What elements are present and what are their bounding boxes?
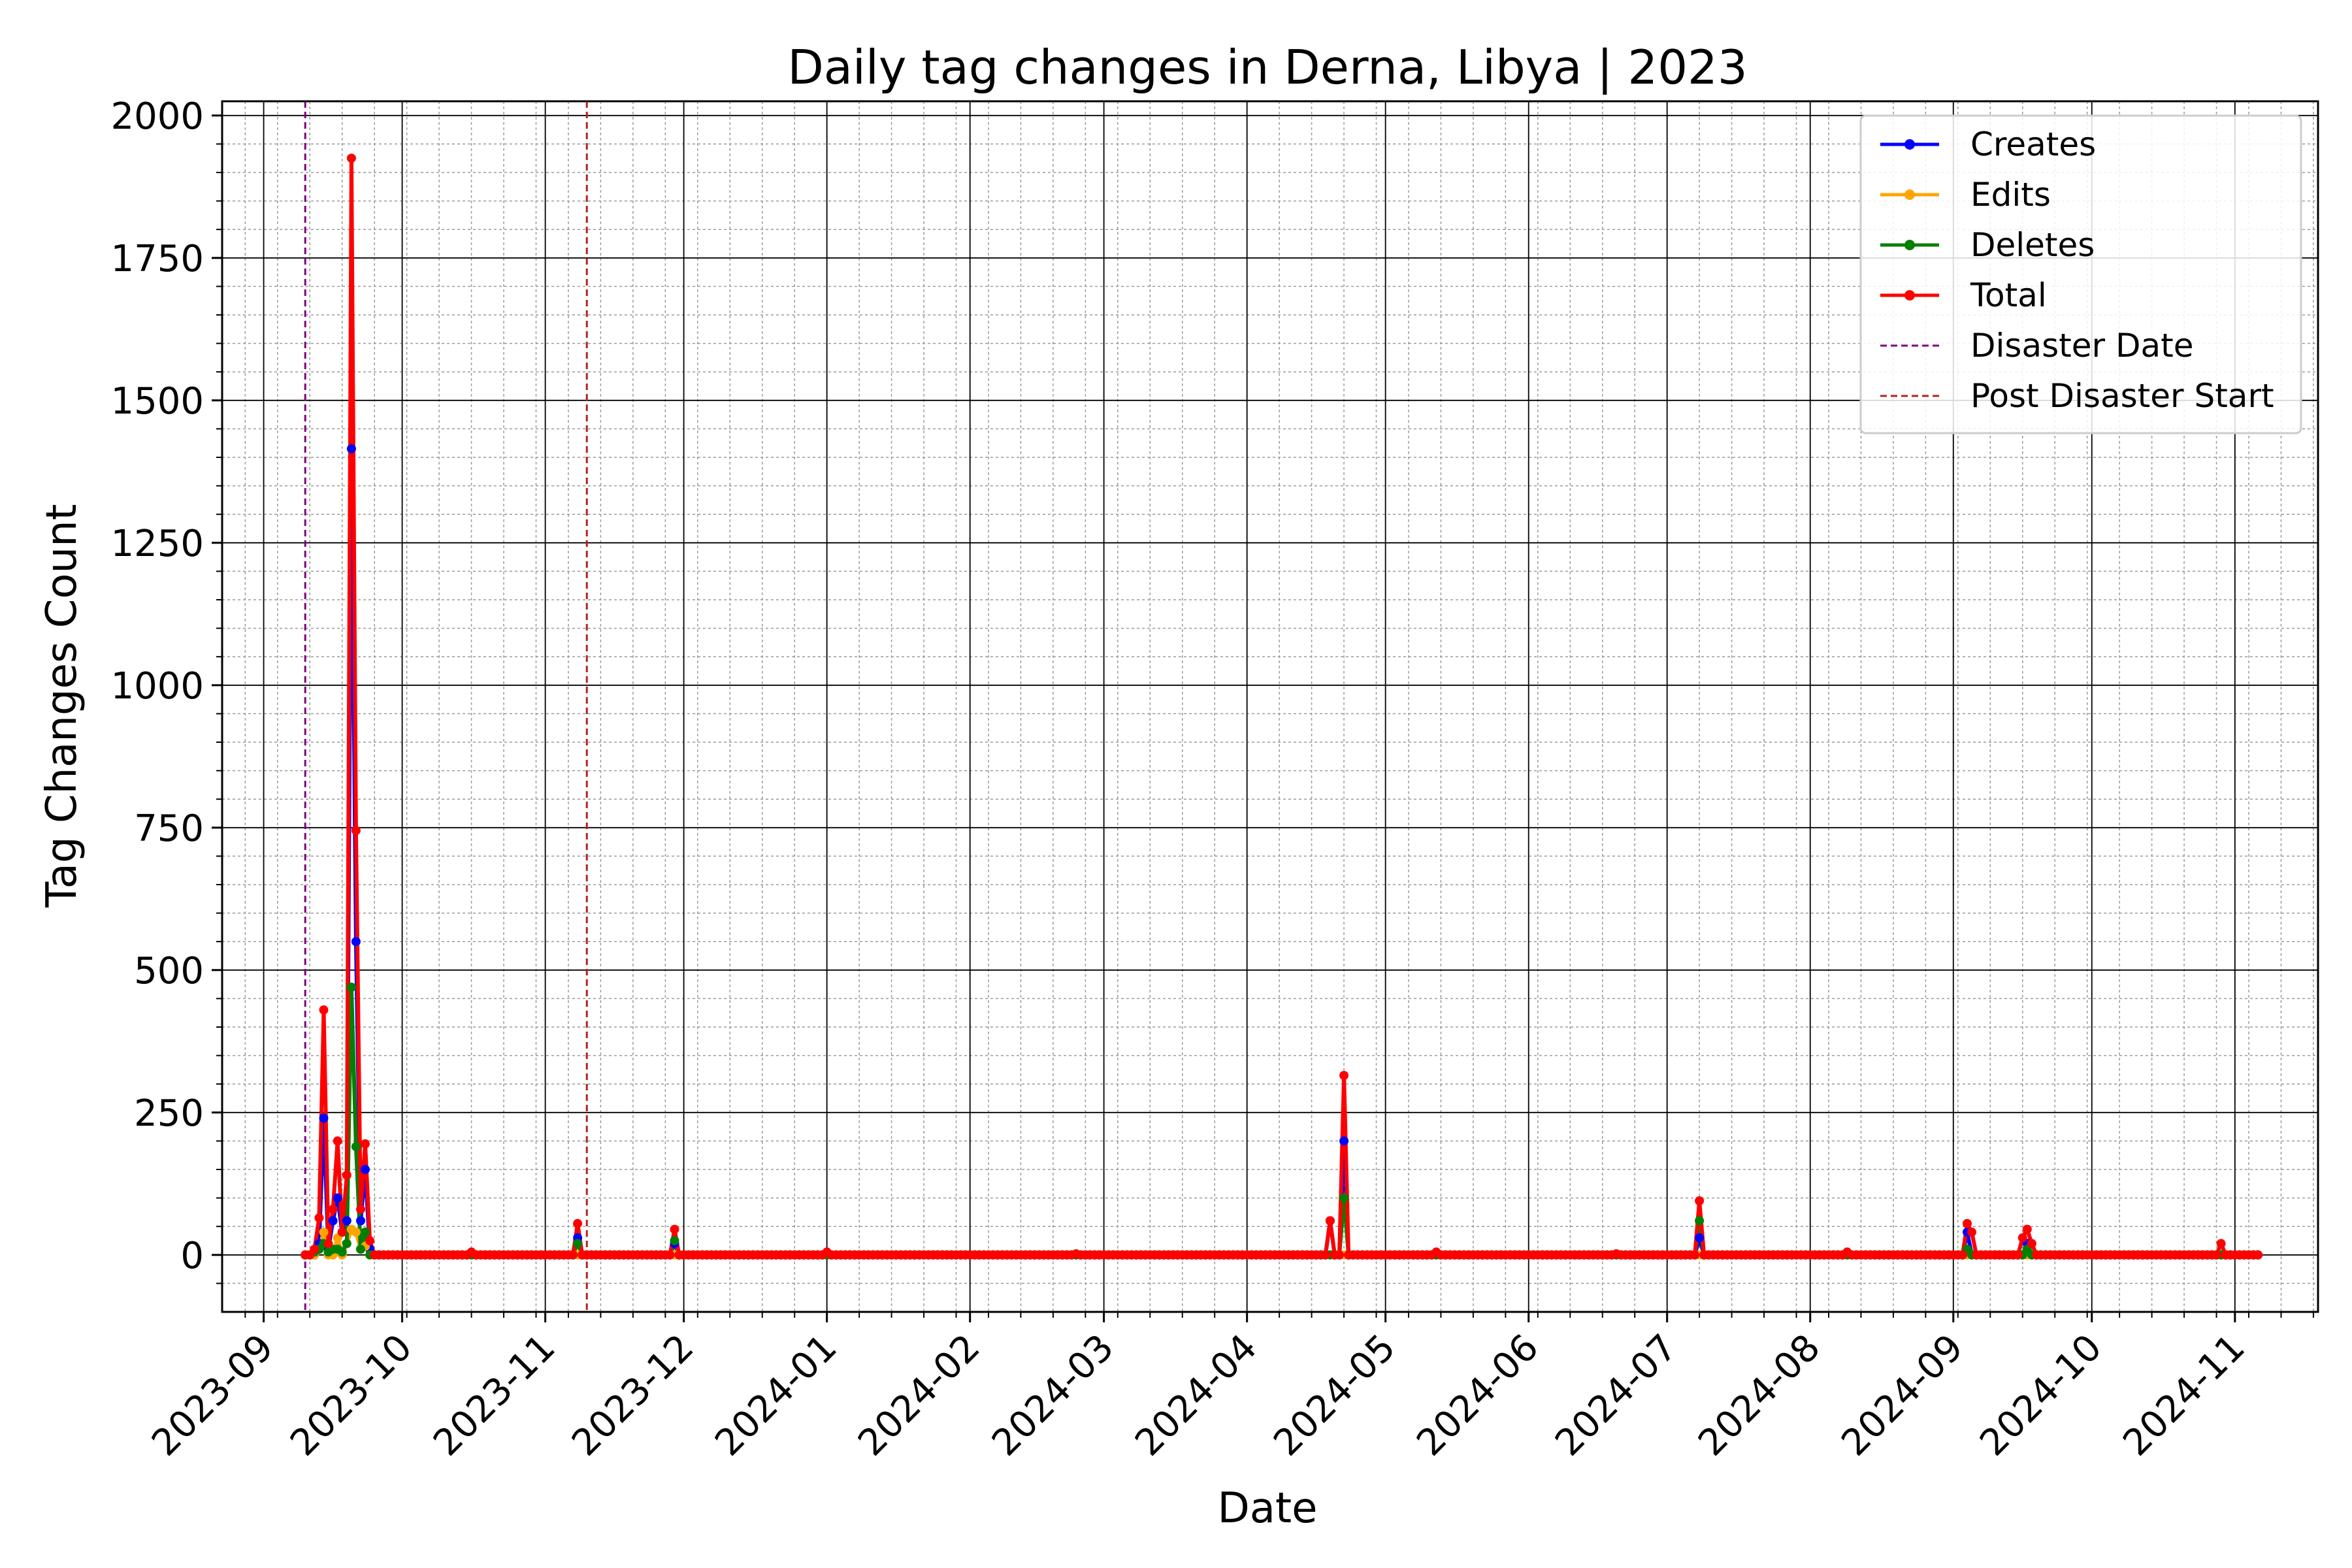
data-point	[2253, 1250, 2263, 1260]
data-point	[342, 1216, 351, 1226]
data-point	[365, 1236, 375, 1245]
plot-frame	[221, 100, 2319, 1313]
data-point	[361, 1227, 370, 1237]
chart-title: Daily tag changes in Derna, Libya | 2023	[787, 40, 1747, 95]
legend-marker	[1904, 139, 1915, 150]
data-point	[1335, 1250, 1344, 1260]
data-point	[346, 154, 356, 163]
legend-item-disaster-date: Disaster Date	[1880, 327, 2193, 365]
data-point	[1339, 1193, 1349, 1203]
data-point	[346, 983, 356, 992]
data-point	[356, 1216, 365, 1226]
y-axis-ticks: 0 250 500 750 1000 1250 1500 1750 2000	[110, 95, 222, 1284]
y-tick-label: 1750	[110, 238, 204, 280]
legend-label: Post Disaster Start	[1970, 377, 2274, 415]
data-point	[1325, 1216, 1335, 1226]
data-point	[351, 937, 361, 947]
data-point	[2216, 1239, 2226, 1249]
legend-marker	[1904, 290, 1915, 301]
data-point	[1967, 1227, 1976, 1237]
legend-item-total: Total	[1880, 276, 2047, 314]
legend-item-creates: Creates	[1880, 125, 2096, 163]
legend: Creates Edits Deletes Total Disaster Date Pos…	[1859, 114, 2302, 434]
data-point	[1339, 1071, 1349, 1081]
data-point	[342, 1239, 351, 1249]
data-point	[361, 1139, 370, 1149]
data-point	[346, 444, 356, 453]
y-tick-label: 1250	[110, 523, 204, 565]
data-point	[1695, 1233, 1705, 1243]
data-point	[319, 1005, 329, 1015]
data-point	[1695, 1196, 1705, 1205]
data-point	[356, 1245, 365, 1254]
data-point	[342, 1170, 351, 1180]
data-point	[323, 1239, 333, 1249]
y-tick-label: 2000	[110, 95, 204, 138]
legend-item-deletes: Deletes	[1880, 226, 2095, 264]
y-axis-label: Tag Changes Count	[38, 504, 86, 907]
data-point	[1695, 1216, 1705, 1226]
data-point	[670, 1236, 679, 1245]
legend-label: Edits	[1970, 176, 2051, 214]
data-point	[1320, 1250, 1330, 1260]
y-tick-label: 1500	[110, 380, 204, 423]
data-point	[1957, 1250, 1967, 1260]
legend-marker	[1904, 189, 1915, 200]
y-tick-label: 500	[134, 950, 204, 992]
data-point	[328, 1216, 338, 1226]
y-tick-label: 1000	[110, 665, 204, 708]
legend-box	[1859, 114, 2302, 434]
data-point	[333, 1136, 342, 1146]
data-point	[573, 1239, 583, 1249]
data-point	[351, 826, 361, 836]
legend-label: Total	[1970, 276, 2047, 314]
data-point	[2022, 1224, 2032, 1234]
data-point	[1963, 1218, 1972, 1228]
legend-label: Deletes	[1970, 226, 2095, 264]
y-tick-label: 0	[180, 1235, 204, 1277]
data-point	[319, 1227, 329, 1237]
data-point	[2013, 1250, 2023, 1260]
data-point	[2017, 1233, 2027, 1243]
data-point	[361, 1165, 370, 1174]
y-tick-label: 250	[134, 1092, 204, 1135]
legend-label: Disaster Date	[1970, 327, 2193, 365]
data-point	[314, 1213, 324, 1223]
data-point	[1339, 1136, 1349, 1146]
reference-lines	[304, 101, 588, 1312]
data-point	[2027, 1239, 2036, 1249]
legend-item-edits: Edits	[1880, 176, 2051, 214]
legend-label: Creates	[1970, 125, 2096, 163]
data-point	[568, 1250, 578, 1260]
data-point	[337, 1247, 347, 1257]
data-point	[670, 1224, 679, 1234]
data-point	[351, 1142, 361, 1152]
data-point	[319, 1113, 329, 1123]
y-tick-label: 750	[134, 808, 204, 850]
data-point	[310, 1245, 319, 1254]
legend-marker	[1904, 240, 1915, 250]
data-point	[356, 1205, 365, 1214]
data-point	[337, 1227, 347, 1237]
series-total-points	[301, 154, 2263, 1260]
data-point	[573, 1218, 583, 1228]
data-point	[665, 1250, 675, 1260]
data-point	[351, 1227, 361, 1237]
data-point	[328, 1205, 338, 1214]
data-point	[333, 1193, 342, 1203]
data-point	[1690, 1250, 1700, 1260]
series-points	[301, 154, 2263, 1260]
legend-item-post-disaster-start: Post Disaster Start	[1880, 377, 2274, 415]
data-point	[2212, 1250, 2221, 1260]
x-axis-label: Date	[1218, 1484, 1318, 1533]
